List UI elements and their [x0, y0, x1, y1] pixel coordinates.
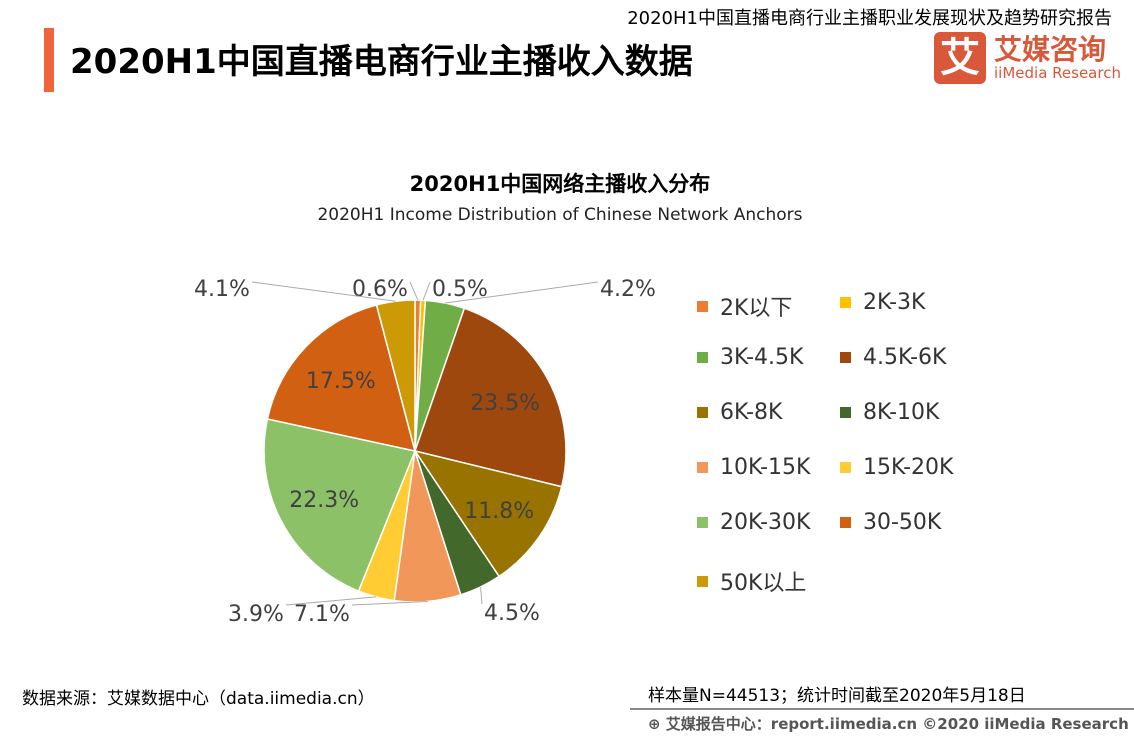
legend-swatch [840, 297, 851, 308]
legend-swatch [840, 462, 851, 473]
data-label: 0.5% [432, 277, 488, 302]
legend-item: 20K-30K [697, 510, 810, 535]
report-title: 2020H1中国直播电商行业主播职业发展现状及趋势研究报告 [627, 8, 1112, 29]
footer-divider [630, 708, 1134, 710]
sample-note: 样本量N=44513；统计时间截至2020年5月18日 [648, 686, 1026, 706]
data-label: 23.5% [470, 391, 540, 416]
legend-item: 2K以下 [697, 290, 792, 322]
data-label: 4.5% [484, 601, 540, 626]
pie-slice-6K-8K [413, 449, 563, 578]
title-accent-bar [44, 28, 54, 92]
data-label: 3.9% [228, 602, 284, 627]
legend-item: 30-50K [840, 510, 941, 535]
legend-label: 15K-20K [863, 455, 954, 480]
legend-swatch [697, 352, 708, 363]
pie-slice-20K-30K [263, 418, 417, 593]
data-label: 4.2% [600, 277, 656, 302]
legend-item: 3K-4.5K [697, 345, 803, 370]
page-title: 2020H1中国直播电商行业主播收入数据 [70, 42, 693, 82]
leader-line [351, 600, 428, 606]
legend-label: 50K以上 [720, 571, 807, 596]
legend-swatch [840, 517, 851, 528]
legend-label: 3K-4.5K [720, 345, 804, 370]
legend-item: 4.5K-6K [840, 345, 946, 370]
logo-mark: 艾 [934, 32, 986, 84]
legend-label: 2K-3K [863, 290, 926, 315]
legend-label: 8K-10K [863, 400, 940, 425]
legend-swatch [697, 517, 708, 528]
legend-label: 4.5K-6K [863, 345, 947, 370]
pie-slice-30-50K [266, 304, 417, 452]
legend-item: 6K-8K [697, 400, 782, 425]
pie-slice-50K以上 [375, 299, 416, 452]
legend-swatch [840, 352, 851, 363]
legend-item: 10K-15K [697, 455, 810, 480]
legend-item: 2K-3K [840, 290, 925, 315]
legend-label: 20K-30K [720, 510, 811, 535]
legend-swatch [697, 407, 708, 418]
logo-name-en: iiMedia Research [994, 64, 1121, 82]
legend-item: 50K以上 [697, 565, 806, 597]
data-label: 0.6% [352, 277, 408, 302]
legend-label: 2K以下 [720, 296, 793, 321]
data-source: 数据来源：艾媒数据中心（data.iimedia.cn） [22, 689, 375, 709]
logo-name-cn: 艾媒咨询 [994, 33, 1107, 66]
globe-icon: ⊕ [648, 715, 666, 733]
leader-line [480, 586, 483, 605]
chart-title: 2020H1中国网络主播收入分布 [409, 172, 711, 196]
legend-swatch [697, 462, 708, 473]
legend-label: 30-50K [863, 510, 942, 535]
legend-label: 10K-15K [720, 455, 811, 480]
leader-line [409, 281, 419, 301]
leader-line [251, 281, 396, 302]
iimedia-logo: 艾 艾媒咨询 iiMedia Research [934, 32, 1121, 84]
legend-swatch [697, 300, 708, 312]
legend-label: 6K-8K [720, 400, 783, 425]
pie-slice-4.5K-6K [414, 307, 567, 488]
footer-credit-text: 艾媒报告中心：report.iimedia.cn ©2020 iiMedia R… [665, 715, 1134, 733]
data-label: 7.1% [294, 602, 350, 627]
legend-item: 8K-10K [840, 400, 939, 425]
chart-subtitle: 2020H1 Income Distribution of Chinese Ne… [317, 205, 803, 225]
data-label: 17.5% [306, 369, 376, 394]
leader-line [445, 281, 599, 304]
legend-swatch [697, 575, 708, 587]
data-label: 4.1% [194, 277, 250, 302]
footer-credit: ⊕ 艾媒报告中心：report.iimedia.cn ©2020 iiMedia… [648, 713, 1134, 734]
legend-swatch [840, 407, 851, 418]
data-label: 22.3% [289, 488, 359, 513]
legend-item: 15K-20K [840, 455, 953, 480]
leader-line [422, 281, 431, 301]
data-label: 11.8% [464, 499, 534, 524]
leader-line [285, 596, 377, 606]
